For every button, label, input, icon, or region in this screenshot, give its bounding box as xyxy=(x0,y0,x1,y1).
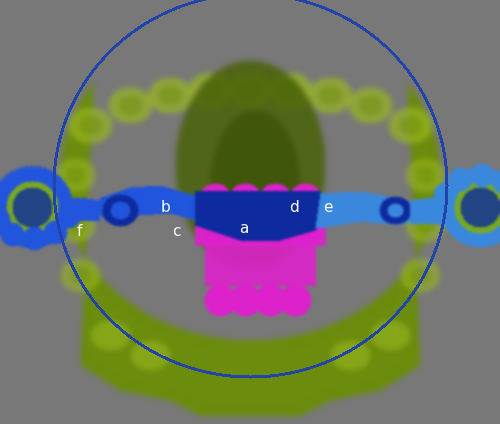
Text: f: f xyxy=(76,224,82,240)
Text: c: c xyxy=(172,224,180,240)
Text: a: a xyxy=(240,220,248,236)
Text: b: b xyxy=(160,200,170,215)
Text: e: e xyxy=(323,200,332,215)
Text: d: d xyxy=(289,200,299,215)
